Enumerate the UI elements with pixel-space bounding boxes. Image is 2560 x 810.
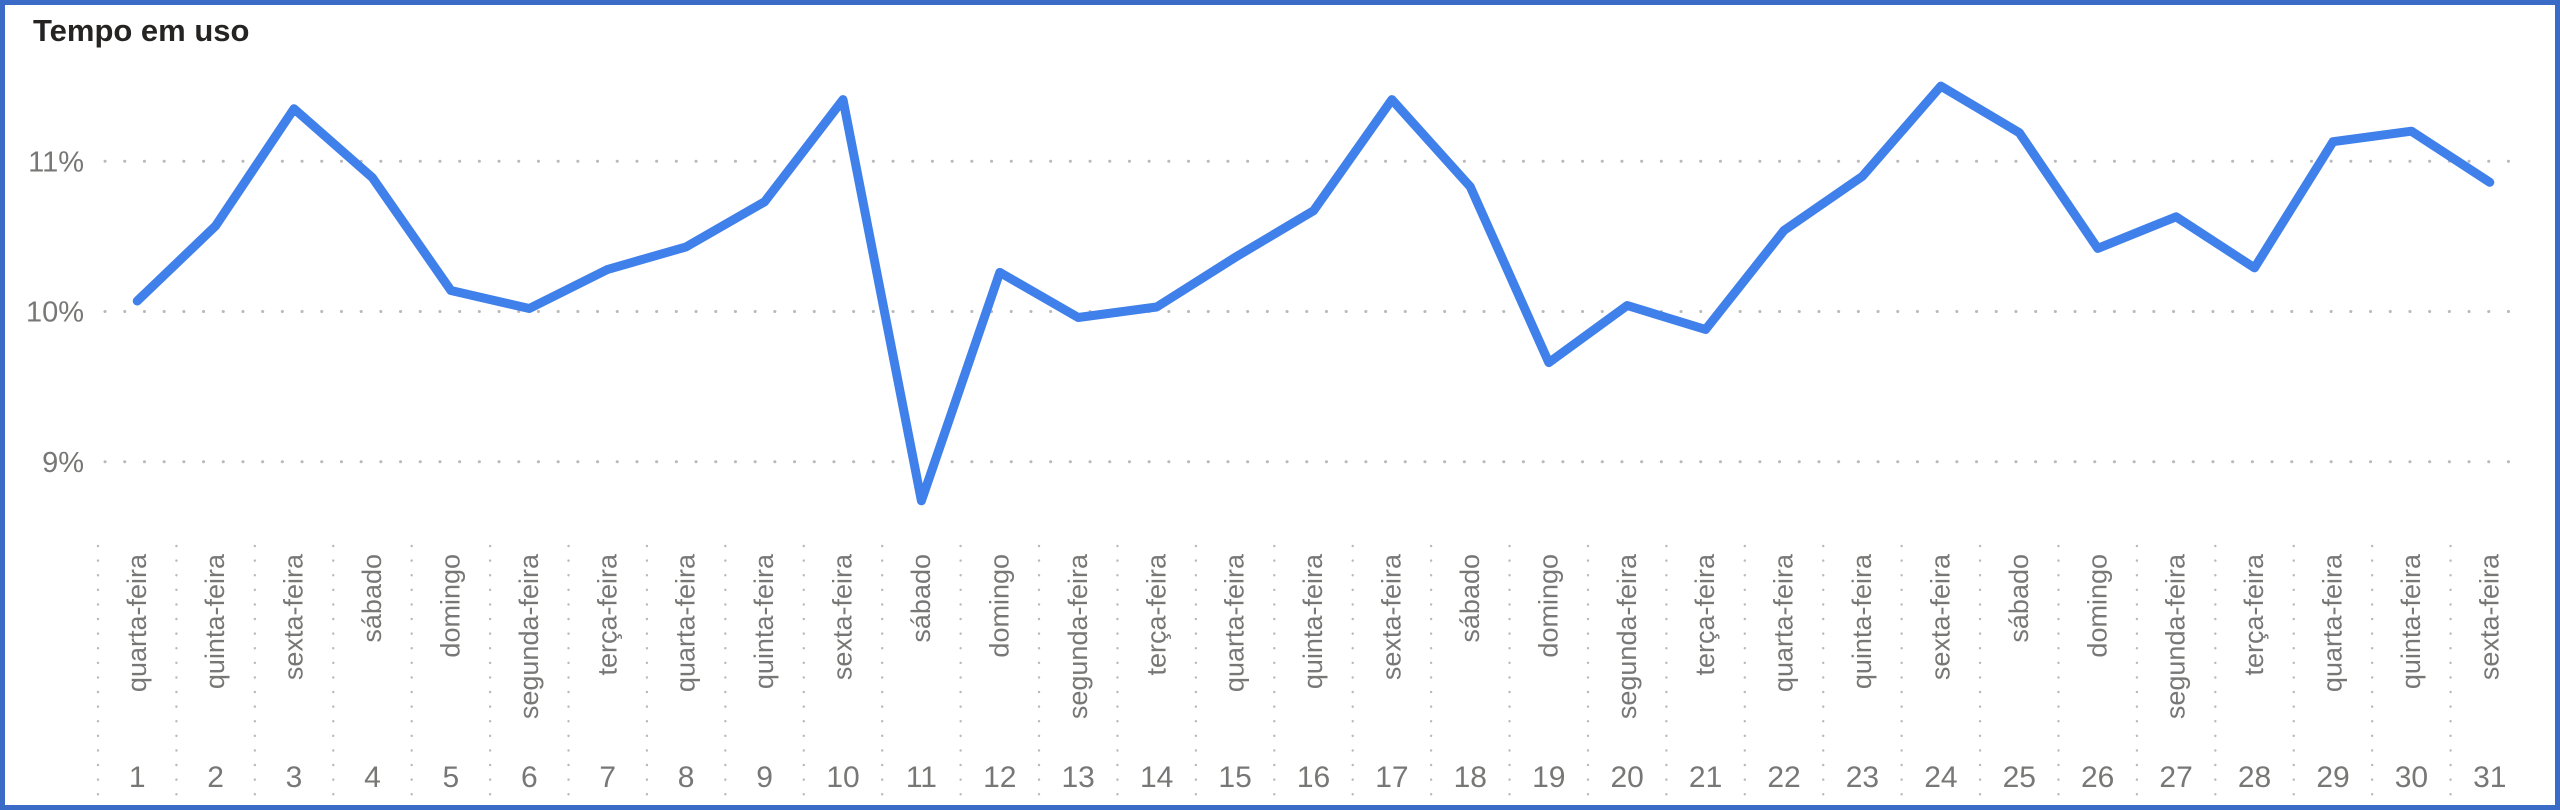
x-axis-weekday-label: quarta-feira: [1769, 553, 1799, 692]
x-axis-day-label: 27: [2159, 761, 2192, 794]
x-axis-day-label: 12: [983, 761, 1016, 794]
x-axis-day-label: 20: [1611, 761, 1644, 794]
x-axis-day-label: 26: [2081, 761, 2114, 794]
x-axis-day-label: 9: [756, 761, 773, 794]
line-chart-svg: 11% 10% 9% quarta-feira quinta-feira sexta-fe…: [26, 81, 2524, 797]
x-axis-weekday-label: segunda-feira: [1612, 553, 1642, 719]
x-axis-weekday-label: quarta-feira: [671, 553, 701, 692]
x-axis-day-label: 28: [2238, 761, 2271, 794]
x-axis-weekday-label: sábado: [906, 554, 936, 643]
x-axis-weekday-label: sábado: [357, 554, 387, 643]
x-axis-weekday-label: quinta-feira: [1847, 553, 1877, 689]
x-axis-weekday-label: sexta-feira: [279, 553, 309, 680]
x-axis-day-label: 10: [826, 761, 859, 794]
x-axis-weekday-label: sábado: [2004, 554, 2034, 643]
y-axis-tick-label: 11%: [28, 146, 84, 178]
x-axis-weekday-label: quinta-feira: [200, 553, 230, 689]
x-axis-day-label: 11: [906, 761, 937, 794]
y-axis-tick-label: 10%: [26, 297, 84, 329]
x-axis-weekday-label: segunda-feira: [2161, 553, 2191, 719]
x-axis-day-label: 4: [364, 761, 381, 794]
x-axis-day-label: 25: [2003, 761, 2036, 794]
x-axis-day-label: 3: [286, 761, 303, 794]
x-axis-day-label: 2: [207, 761, 224, 794]
x-axis-weekday-label: terça-feira: [1690, 553, 1720, 676]
x-axis-day-label: 17: [1375, 761, 1408, 794]
x-axis-weekday-label: sexta-feira: [1377, 553, 1407, 680]
x-axis-weekday-label: domingo: [1533, 554, 1563, 658]
x-axis-weekday-label: terça-feira: [592, 553, 622, 676]
x-axis-day-label: 1: [129, 761, 146, 794]
x-axis-day-label: 16: [1297, 761, 1330, 794]
x-axis-day-label: 6: [521, 761, 538, 794]
x-axis-day-label: 14: [1140, 761, 1173, 794]
x-axis-day-label: 21: [1689, 761, 1722, 794]
x-axis-weekday-label: domingo: [984, 554, 1014, 658]
x-axis-weekday-label: quinta-feira: [749, 553, 779, 689]
x-axis-weekday-label: quarta-feira: [122, 553, 152, 692]
x-axis-weekday-label: quinta-feira: [2396, 553, 2426, 689]
x-axis-day-label: 18: [1454, 761, 1487, 794]
x-axis-weekday-label: sexta-feira: [2474, 553, 2504, 680]
x-axis-day-label: 22: [1767, 761, 1800, 794]
x-axis-day-label: 29: [2316, 761, 2349, 794]
chart-title: Tempo em uso: [33, 13, 250, 48]
x-axis-day-label: 19: [1532, 761, 1565, 794]
x-axis-weekday-label: segunda-feira: [514, 553, 544, 719]
series-line-tempo-em-uso[interactable]: [132, 81, 2495, 506]
x-axis-weekday-label: sexta-feira: [828, 553, 858, 680]
x-axis-day-label: 24: [1924, 761, 1957, 794]
x-axis-weekday-label: quarta-feira: [1220, 553, 1250, 692]
x-axis-day-label: 8: [678, 761, 695, 794]
x-axis-weekday-label: domingo: [2082, 554, 2112, 658]
x-axis-weekday-label: sexta-feira: [1926, 553, 1956, 680]
x-axis-weekday-label: domingo: [436, 554, 466, 658]
x-axis-weekday-label: quinta-feira: [1298, 553, 1328, 689]
x-axis-weekday-label: segunda-feira: [1063, 553, 1093, 719]
x-axis-day-label: 5: [443, 761, 460, 794]
x-axis-day-label: 31: [2473, 761, 2506, 794]
x-axis-day-label: 30: [2395, 761, 2428, 794]
y-axis-tick-label: 9%: [42, 447, 84, 479]
x-axis-day-label: 7: [599, 761, 616, 794]
x-axis-day-label: 15: [1218, 761, 1251, 794]
x-axis-weekday-label: quarta-feira: [2318, 553, 2348, 692]
x-axis-day-label: 13: [1062, 761, 1095, 794]
x-axis-weekday-label: terça-feira: [2239, 553, 2269, 676]
x-axis-weekday-label: terça-feira: [1141, 553, 1171, 676]
x-axis-day-label: 23: [1846, 761, 1879, 794]
x-axis-weekday-label: sábado: [1455, 554, 1485, 643]
